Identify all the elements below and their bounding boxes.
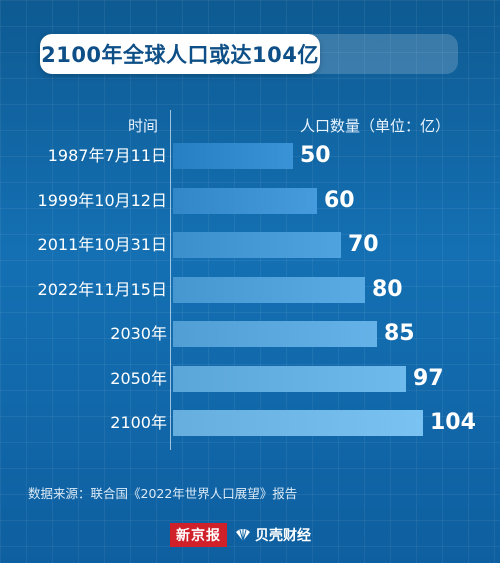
bar-value-label: 80 <box>372 277 403 302</box>
category-label: 1999年10月12日 <box>37 191 167 210</box>
category-label: 1987年7月11日 <box>47 146 167 165</box>
bar-value-label: 60 <box>324 188 355 213</box>
beike-logo: 贝壳财经 <box>235 525 311 545</box>
bar-value-label: 104 <box>430 410 476 435</box>
shell-icon <box>236 529 250 542</box>
bar-value-label: 50 <box>300 143 331 168</box>
publisher-logos: 新京报 贝壳财经 <box>170 523 311 547</box>
category-axis-line <box>170 110 171 450</box>
title-box: 2100年全球人口或达104亿 <box>40 34 320 74</box>
category-label: 2050年 <box>110 369 167 388</box>
beike-logo-text: 贝壳财经 <box>255 528 311 544</box>
data-source: 数据来源：联合国《2022年世界人口展望》报告 <box>28 486 298 501</box>
category-label: 2022年11月15日 <box>37 280 167 299</box>
bar <box>173 277 365 303</box>
xinjingbao-logo: 新京报 <box>170 523 227 547</box>
bar-value-label: 70 <box>348 232 379 257</box>
time-column-header: 时间 <box>128 117 159 135</box>
bar <box>173 410 423 436</box>
bar-value-label: 97 <box>413 366 444 391</box>
chart-title: 2100年全球人口或达104亿 <box>41 43 319 67</box>
bar <box>173 232 341 258</box>
category-label: 2030年 <box>110 324 167 343</box>
bar-value-label: 85 <box>384 321 415 346</box>
bar <box>173 188 317 214</box>
population-column-header: 人口数量（单位：亿） <box>300 117 451 135</box>
bar <box>173 366 406 392</box>
category-label: 2011年10月31日 <box>37 235 167 254</box>
category-label: 2100年 <box>110 413 167 432</box>
bar <box>173 143 293 169</box>
bar <box>173 321 377 347</box>
